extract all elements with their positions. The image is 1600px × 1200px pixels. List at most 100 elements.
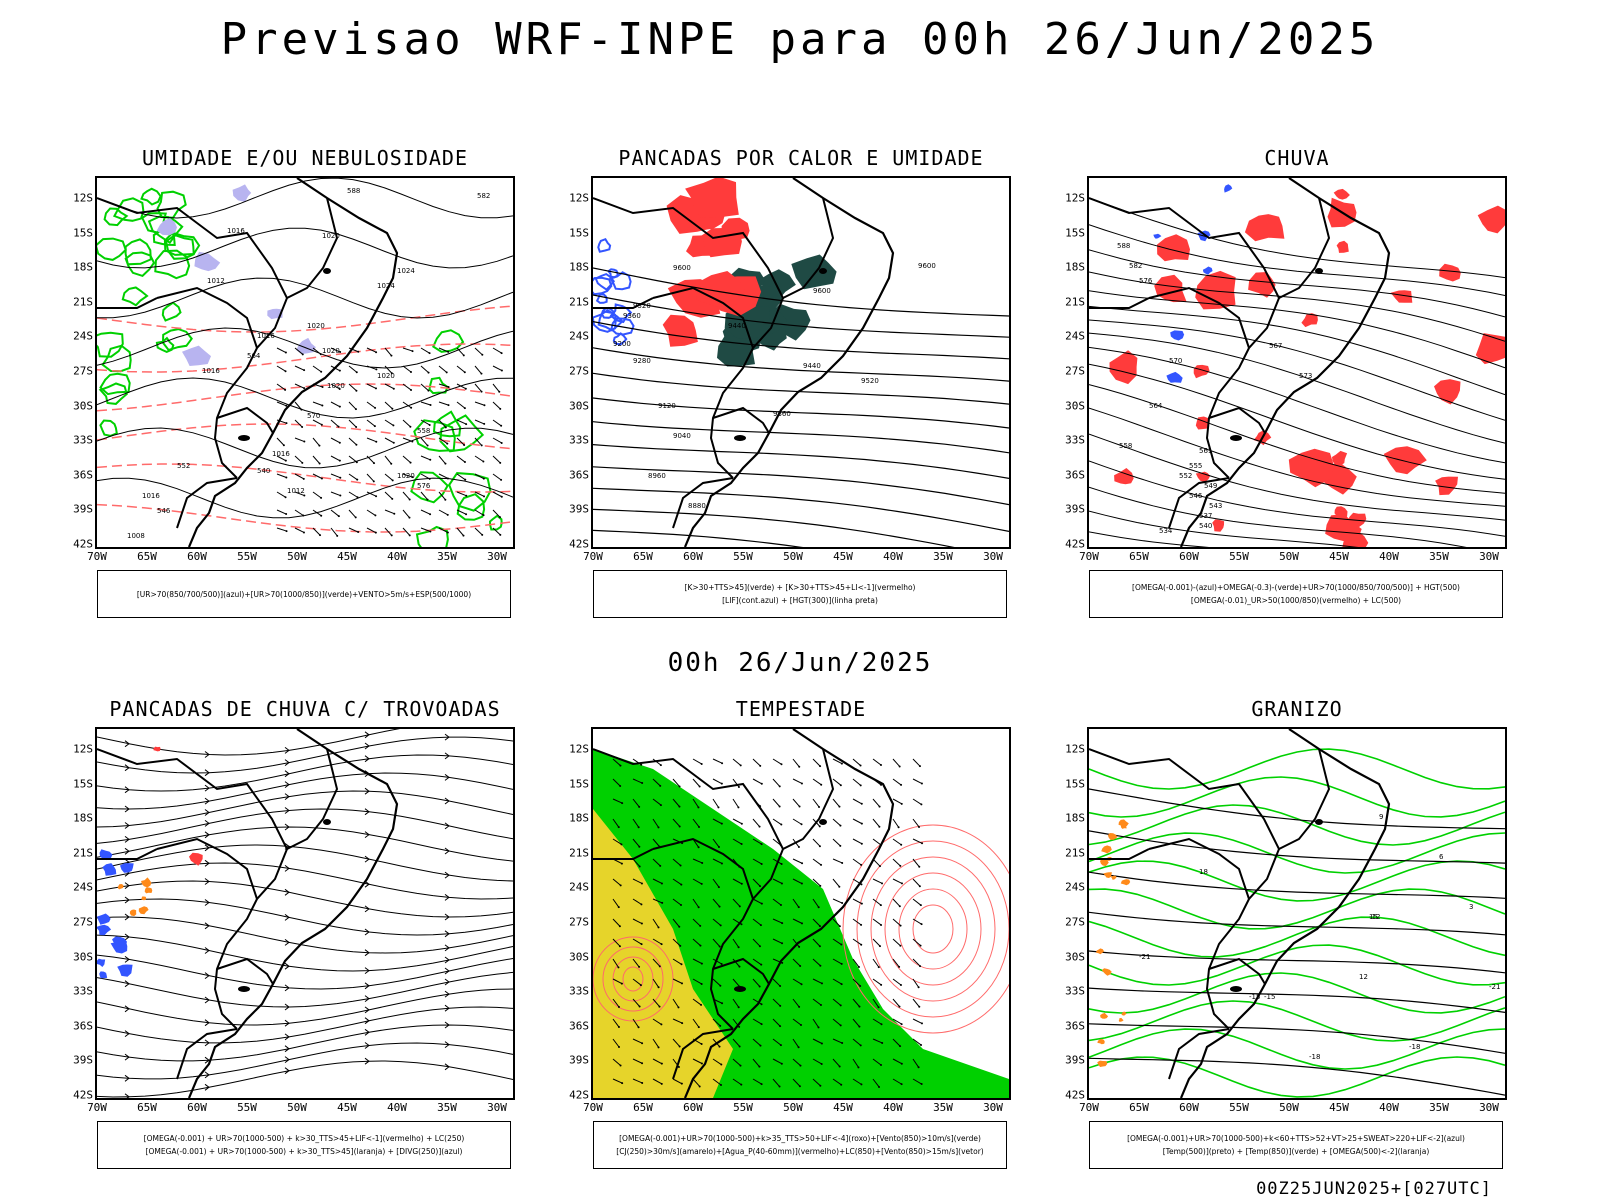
green-humidity-contour [156, 190, 187, 219]
streamline [97, 1042, 513, 1080]
temperature-500-contour [1089, 1057, 1505, 1096]
wind-vector [692, 878, 702, 885]
streamline [97, 934, 513, 972]
wind-vector [892, 938, 901, 947]
vector-head [336, 534, 339, 537]
flow-arrow [284, 865, 290, 872]
wind-vector [772, 758, 782, 765]
flow-arrow [444, 1021, 450, 1029]
streamline [97, 1006, 513, 1044]
wind-vector [294, 473, 305, 480]
vector-head [798, 945, 801, 948]
vector-head [697, 1026, 700, 1029]
vector-head [740, 923, 743, 926]
vector-head [391, 479, 394, 482]
longitude-tick-label: 60W [187, 550, 207, 563]
flow-arrow [124, 740, 130, 748]
longitude-tick-label: 60W [1179, 550, 1199, 563]
longitude-tick-label: 55W [237, 1101, 257, 1114]
vector-head [918, 885, 921, 888]
country-border [652, 837, 754, 900]
longitude-tick-label: 30W [487, 550, 507, 563]
vector-head [482, 460, 485, 463]
map-canvas [593, 729, 1009, 1098]
coastline [683, 178, 895, 547]
vector-head [879, 764, 882, 767]
rain-area [1333, 188, 1350, 200]
wind-vector [474, 347, 483, 356]
vector-head [619, 1064, 622, 1067]
vector-head [618, 945, 621, 948]
vector-head [301, 461, 304, 464]
latitude-tick-label: 33S [569, 433, 589, 447]
vector-head [429, 530, 432, 533]
vector-head [698, 1085, 701, 1088]
wind-vector [912, 838, 923, 844]
country-border [176, 1028, 238, 1080]
height-contour [1089, 510, 1359, 547]
vector-head [500, 478, 503, 481]
flow-arrow [204, 1083, 210, 1091]
wind-vector [872, 998, 880, 1008]
wind-vector [912, 878, 921, 887]
longitude-tick-label: 45W [833, 1101, 853, 1114]
vector-head [445, 371, 448, 374]
vector-head [759, 764, 762, 767]
flow-arrow [124, 1093, 130, 1098]
temperature-500-contour [1089, 788, 1505, 830]
latitude-tick-label: 27S [569, 915, 589, 929]
isobar [97, 477, 513, 519]
vector-head [285, 476, 288, 479]
vector-head [819, 884, 822, 887]
wind-vector [438, 491, 446, 501]
vector-head [800, 882, 803, 885]
vector-head [354, 516, 357, 519]
contour-label: 543 [1209, 502, 1222, 510]
map-plot: -21 -18 -15 -12 -15 -18 -21 12 15 18 9 6 3 [1087, 727, 1507, 1100]
contour-label: 573 [1299, 372, 1312, 380]
convective-area [141, 896, 147, 901]
coastline [683, 729, 895, 1098]
wind-vector [792, 938, 800, 948]
wind-vector [672, 1078, 683, 1085]
wind-vector [892, 1018, 902, 1025]
latitude-tick-label: 18S [1065, 260, 1085, 274]
vector-head [338, 369, 341, 372]
flow-arrow [204, 922, 210, 930]
flow-arrow [284, 781, 290, 788]
vector-head [678, 805, 681, 808]
wind-vector [632, 798, 640, 808]
flow-arrow [124, 822, 130, 829]
vector-head [699, 944, 702, 947]
vector-head [859, 764, 862, 767]
latitude-tick-label: 30S [1065, 950, 1085, 964]
contour-label: 1016 [142, 492, 160, 500]
ascent-area [1224, 184, 1233, 193]
geopotential-contour [593, 466, 1009, 506]
vector-head [680, 883, 683, 886]
wind-vector [420, 455, 431, 461]
temperature-850-contour [1089, 804, 1505, 846]
vector-head [898, 965, 901, 968]
vector-head [374, 406, 377, 409]
vector-head [860, 822, 863, 825]
vector-head [337, 425, 340, 428]
vector-head [900, 843, 903, 846]
wind-vector [752, 958, 762, 966]
vector-head [427, 389, 430, 392]
flow-arrow [364, 995, 370, 1002]
green-humidity-contour [99, 419, 118, 437]
wind-vector [474, 437, 483, 446]
flow-arrow [204, 820, 210, 827]
vector-head [760, 782, 763, 785]
wind-vector [772, 1018, 781, 1027]
vector-head [739, 1064, 742, 1067]
wind-vector [330, 473, 341, 479]
longitude-tick-label: 35W [437, 1101, 457, 1114]
wind-vector [832, 798, 840, 807]
vector-head [354, 408, 357, 411]
wind-vector [712, 878, 720, 888]
contour-label: 8960 [648, 472, 666, 480]
vector-head [657, 926, 660, 929]
vector-head [463, 444, 466, 447]
